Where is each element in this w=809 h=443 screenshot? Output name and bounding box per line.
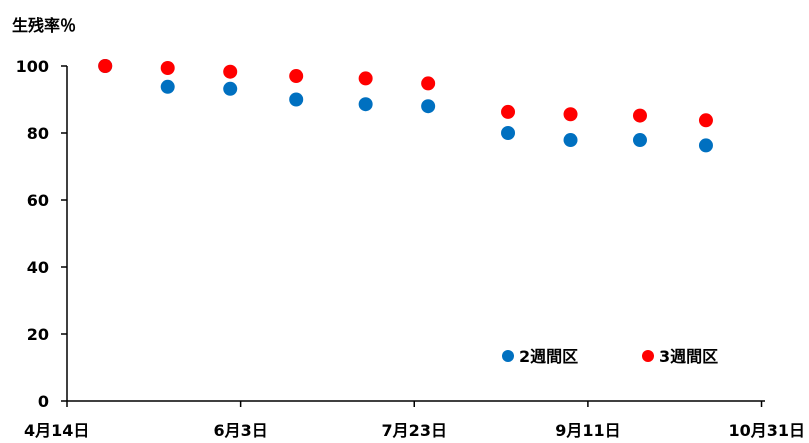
data-point-series-1 (501, 126, 516, 140)
data-point-series-2 (421, 76, 436, 91)
x-tick-label: 10月31日 (728, 421, 805, 440)
legend-label: 3週間区 (659, 347, 718, 366)
data-point-series-1 (698, 138, 713, 153)
y-tick-label: 100 (16, 57, 49, 76)
legend-marker (502, 350, 514, 362)
x-tick-label: 7月23日 (382, 421, 447, 440)
data-point-series-1 (289, 92, 304, 107)
data-point-series-2 (223, 64, 238, 79)
legend: 2週間区 3週間区 (502, 347, 718, 366)
y-axis-title: 生残率％ (12, 16, 76, 35)
x-tick-label: 4月14日 (24, 421, 89, 440)
legend-marker (642, 350, 654, 362)
y-tick-label: 80 (27, 124, 49, 143)
data-point-series-1 (358, 97, 373, 112)
data-point-series-1 (223, 81, 238, 96)
data-point-series-2 (289, 69, 304, 84)
y-tick-label: 0 (38, 392, 49, 411)
data-point-series-2 (698, 113, 713, 128)
data-point-series-2 (563, 107, 578, 122)
data-point-series-2 (160, 61, 175, 76)
y-ticks: 0 20 40 60 80 100 (16, 57, 67, 411)
data-points (98, 59, 713, 153)
y-tick-label: 40 (27, 258, 49, 277)
data-point-series-1 (632, 133, 647, 148)
data-point-series-1 (421, 99, 436, 114)
data-point-series-2 (501, 104, 516, 119)
data-point-series-1 (563, 133, 578, 148)
x-tick-label: 9月11日 (555, 421, 620, 440)
data-point-series-1 (160, 79, 175, 94)
data-point-series-2 (632, 108, 647, 123)
x-tick-label: 6月3日 (213, 421, 267, 440)
legend-label: 2週間区 (519, 347, 578, 366)
data-point-series-2 (358, 71, 373, 86)
data-point-series-2 (98, 59, 113, 73)
y-tick-label: 20 (27, 325, 49, 344)
x-ticks: 4月14日 6月3日 7月23日 9月11日 10月31日 (24, 401, 805, 440)
y-tick-label: 60 (27, 191, 49, 210)
